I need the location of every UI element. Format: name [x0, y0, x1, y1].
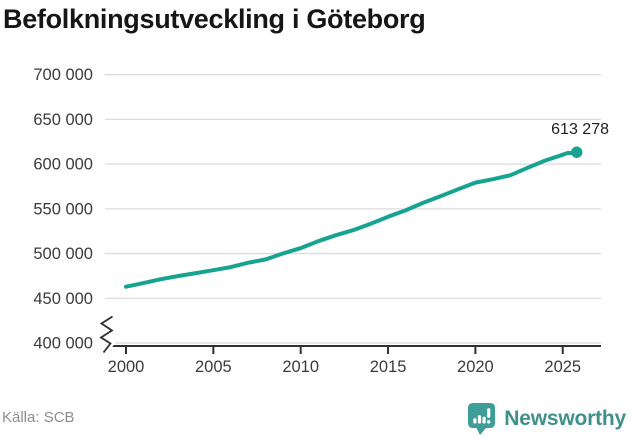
- end-point-marker: [571, 146, 583, 158]
- y-axis-tick-label: 700 000: [33, 66, 93, 84]
- chart-title: Befolkningsutveckling i Göteborg: [3, 4, 426, 34]
- x-axis-tick-label: 2010: [282, 358, 319, 376]
- x-axis-tick-label: 2005: [195, 358, 232, 376]
- source-label: Källa: SCB: [2, 409, 75, 426]
- end-value-label: 613 278: [551, 121, 609, 138]
- x-axis-tick-label: 2015: [370, 358, 407, 376]
- y-axis-tick-label: 450 000: [33, 290, 93, 308]
- newsworthy-logo: Newsworthy: [467, 402, 626, 436]
- y-axis-tick-label: 400 000: [33, 335, 93, 353]
- y-axis-tick-label: 500 000: [33, 245, 93, 263]
- y-axis-tick-label: 550 000: [33, 200, 93, 218]
- x-axis-tick-label: 2000: [108, 358, 145, 376]
- axis-break-zigzag: [99, 315, 114, 354]
- y-axis-tick-label: 650 000: [33, 111, 93, 129]
- population-line: [124, 150, 579, 289]
- newsworthy-bubble-chart-icon: [468, 403, 496, 435]
- x-axis-tick-label: 2020: [457, 358, 494, 376]
- brand-name: Newsworthy: [504, 407, 626, 430]
- x-axis-tick-label: 2025: [544, 358, 581, 376]
- y-axis-tick-label: 600 000: [33, 156, 93, 174]
